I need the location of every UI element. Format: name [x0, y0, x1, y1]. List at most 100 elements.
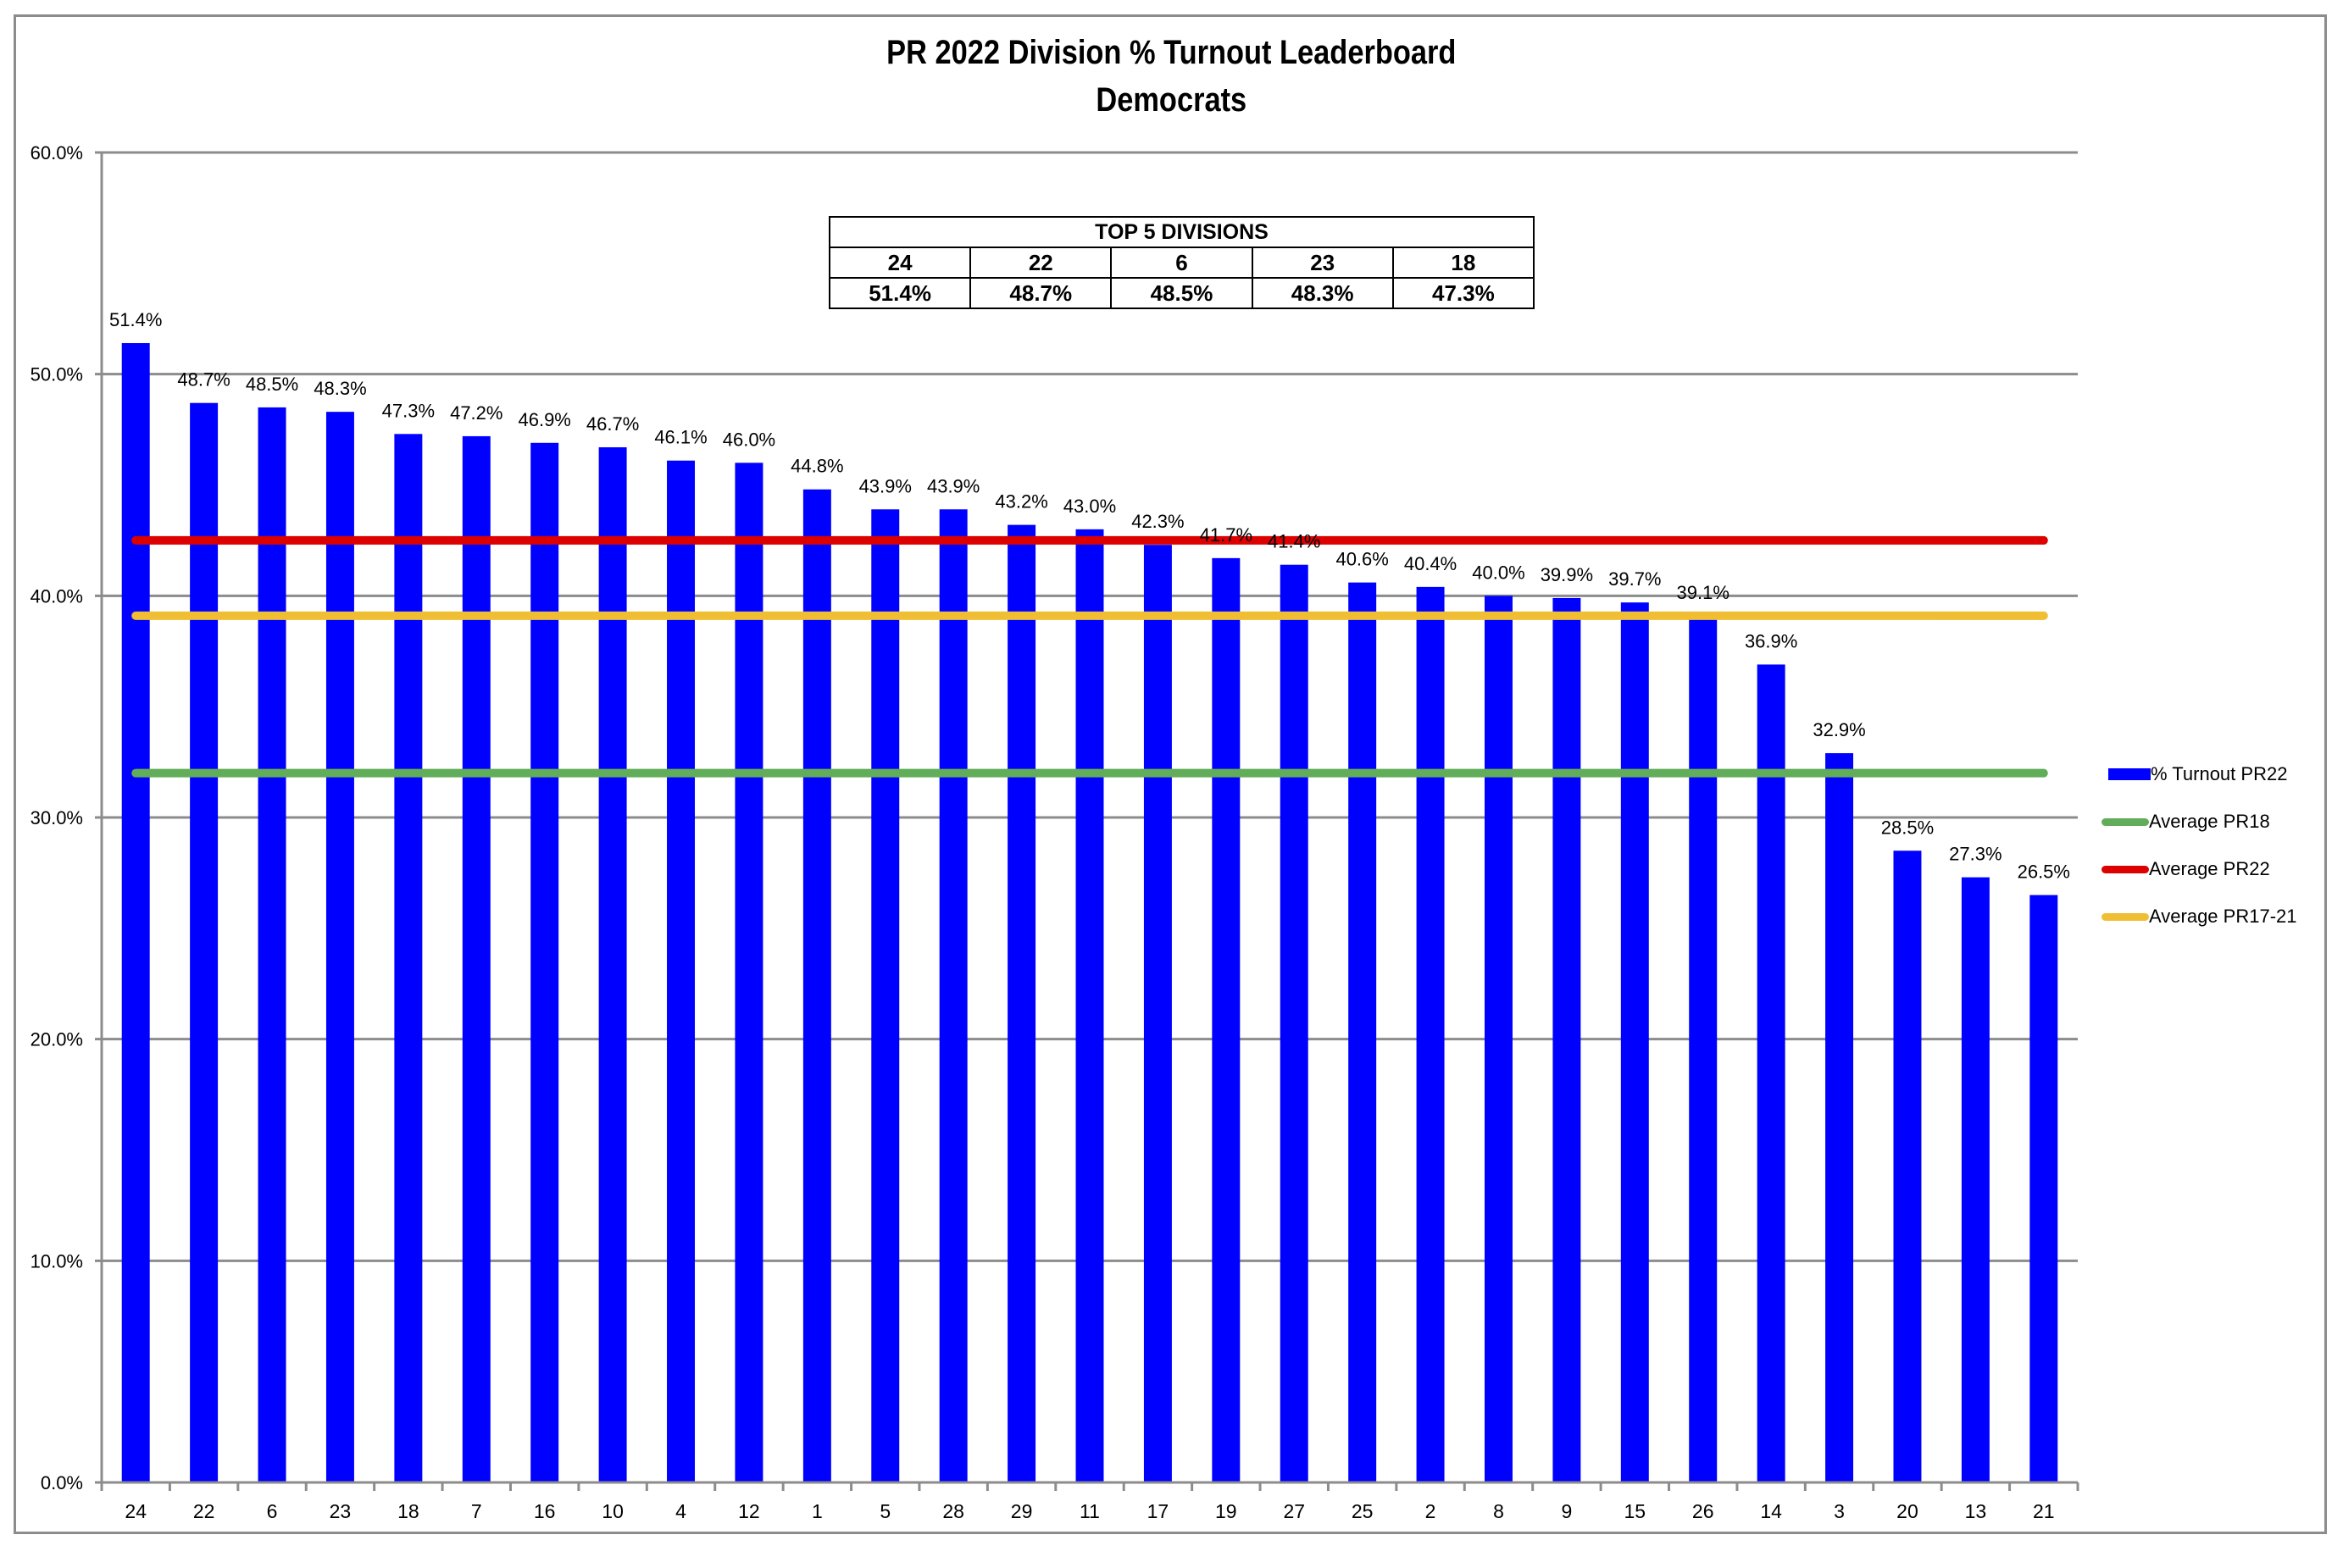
- bar-swatch-icon: [2108, 768, 2151, 780]
- bar: [1143, 545, 1172, 1482]
- data-label: 43.9%: [927, 475, 980, 496]
- bar: [1416, 586, 1445, 1482]
- x-axis-tick-label: 1: [812, 1500, 823, 1522]
- x-axis-tick-label: 2: [1425, 1500, 1436, 1522]
- bar: [939, 509, 968, 1482]
- bar: [1552, 597, 1581, 1483]
- bar: [2029, 895, 2058, 1482]
- data-label: 43.2%: [995, 491, 1047, 513]
- data-label: 39.7%: [1608, 568, 1661, 590]
- bar: [1620, 602, 1649, 1482]
- x-axis-tick-label: 16: [534, 1500, 556, 1522]
- bar: [1280, 564, 1308, 1483]
- y-axis-tick-label: 0.0%: [41, 1472, 83, 1493]
- top-5-divisions-table: TOP 5 DIVISIONS 24 22 6 23 18 51.4% 48.7…: [828, 216, 1535, 309]
- data-label: 51.4%: [109, 309, 162, 330]
- x-axis-tick-label: 14: [1760, 1500, 1782, 1522]
- data-label: 46.9%: [518, 409, 570, 430]
- data-label: 40.4%: [1404, 553, 1457, 574]
- top5-percent: 48.5%: [1110, 277, 1253, 309]
- legend-item-average-pr17-21: Average PR17-21: [2101, 905, 2297, 928]
- top5-percent: 48.7%: [969, 277, 1113, 309]
- x-axis-tick-label: 6: [267, 1500, 278, 1522]
- data-label: 43.9%: [859, 475, 912, 496]
- bar: [1212, 557, 1241, 1482]
- x-axis-tick-label: 18: [397, 1500, 419, 1522]
- data-label: 48.5%: [246, 374, 298, 395]
- x-axis-tick-label: 3: [1834, 1500, 1845, 1522]
- top5-title: TOP 5 DIVISIONS: [829, 216, 1535, 248]
- data-label: 46.1%: [654, 427, 707, 448]
- data-label: 47.2%: [450, 402, 502, 424]
- data-label: 40.6%: [1335, 549, 1388, 570]
- bar: [325, 412, 354, 1482]
- bar: [667, 460, 696, 1482]
- chart-frame: [14, 14, 2327, 1534]
- x-axis-tick-label: 19: [1215, 1500, 1237, 1522]
- top5-division: 22: [969, 247, 1113, 279]
- legend-label: % Turnout PR22: [2151, 763, 2288, 784]
- data-label: 46.7%: [586, 413, 639, 435]
- x-axis-tick-label: 8: [1493, 1500, 1504, 1522]
- x-axis-tick-label: 28: [942, 1500, 964, 1522]
- y-axis-tick-label: 20.0%: [31, 1029, 83, 1050]
- line-swatch-icon: [2101, 912, 2149, 921]
- chart-title: PR 2022 Division % Turnout Leaderboard: [886, 34, 1457, 71]
- x-axis-tick-label: 24: [125, 1500, 147, 1522]
- data-label: 32.9%: [1813, 719, 1865, 740]
- y-axis-tick-label: 40.0%: [31, 585, 83, 607]
- bar: [598, 447, 627, 1483]
- bar: [1825, 753, 1854, 1482]
- x-axis-tick-label: 29: [1011, 1500, 1033, 1522]
- top5-percent: 51.4%: [828, 277, 972, 309]
- bar: [121, 343, 150, 1482]
- data-label: 43.0%: [1063, 496, 1116, 517]
- data-label: 44.8%: [791, 456, 843, 477]
- x-axis-tick-label: 5: [880, 1500, 891, 1522]
- legend-item-average-pr18: Average PR18: [2101, 810, 2270, 834]
- legend-label: Average PR22: [2149, 858, 2270, 879]
- data-label: 28.5%: [1881, 817, 1934, 838]
- y-axis-tick-label: 50.0%: [31, 364, 83, 385]
- top5-percent: 48.3%: [1251, 277, 1394, 309]
- bar: [394, 434, 423, 1482]
- data-label: 48.3%: [314, 378, 366, 399]
- legend-item-average-pr22: Average PR22: [2101, 857, 2270, 881]
- x-axis-tick-label: 15: [1624, 1500, 1646, 1522]
- bar: [462, 435, 491, 1482]
- top5-percent: 47.3%: [1391, 277, 1535, 309]
- x-axis-tick-label: 7: [471, 1500, 482, 1522]
- data-label: 39.1%: [1677, 582, 1729, 603]
- data-label: 42.3%: [1131, 511, 1184, 532]
- data-label: 27.3%: [1949, 844, 2002, 865]
- bar: [871, 509, 900, 1482]
- chart-subtitle: Democrats: [1096, 81, 1247, 119]
- data-label: 36.9%: [1745, 630, 1797, 651]
- bar: [190, 402, 219, 1482]
- bar: [1757, 664, 1785, 1482]
- x-axis-tick-label: 10: [602, 1500, 624, 1522]
- x-axis-tick-label: 13: [1965, 1500, 1987, 1522]
- y-axis-tick-label: 60.0%: [31, 142, 83, 163]
- x-axis-tick-label: 17: [1147, 1500, 1169, 1522]
- x-axis-tick-label: 12: [738, 1500, 760, 1522]
- x-axis-tick-label: 20: [1896, 1500, 1918, 1522]
- y-axis-tick-label: 30.0%: [31, 807, 83, 828]
- line-swatch-icon: [2101, 865, 2149, 873]
- bar: [1893, 850, 1922, 1482]
- top5-division: 6: [1110, 247, 1253, 279]
- top5-division: 18: [1391, 247, 1535, 279]
- data-label: 39.9%: [1541, 564, 1593, 585]
- bar: [1961, 877, 1990, 1482]
- legend-label: Average PR17-21: [2149, 906, 2297, 927]
- top5-division: 23: [1251, 247, 1394, 279]
- x-axis-tick-label: 25: [1352, 1500, 1374, 1522]
- bar: [1008, 524, 1036, 1482]
- x-axis-tick-label: 27: [1283, 1500, 1305, 1522]
- data-label: 47.3%: [382, 400, 435, 421]
- x-axis-tick-label: 4: [675, 1500, 686, 1522]
- data-label: 48.7%: [177, 369, 230, 391]
- bar: [1348, 582, 1377, 1483]
- data-label: 41.7%: [1200, 524, 1252, 546]
